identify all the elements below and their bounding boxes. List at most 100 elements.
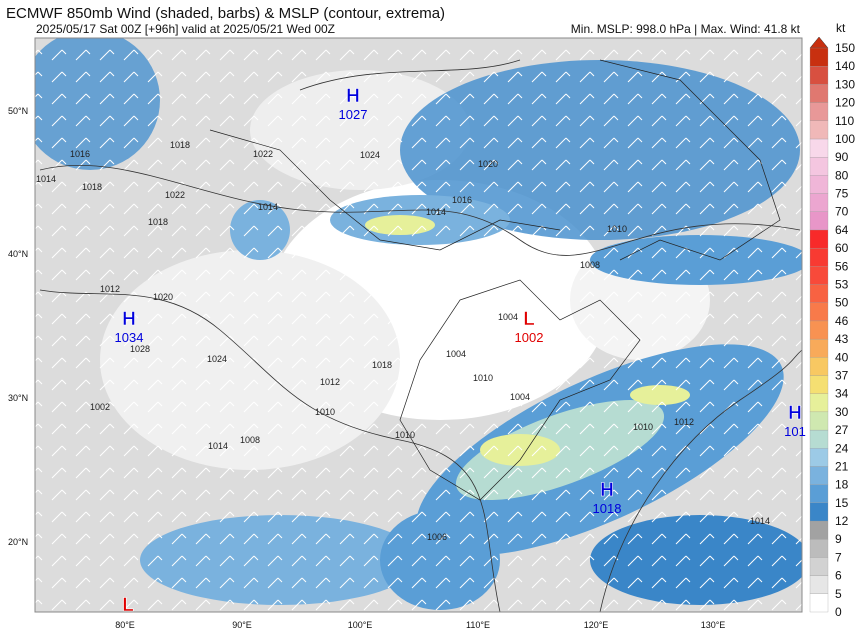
colorbar-label: 53 [835, 278, 849, 292]
colorbar-label: 80 [835, 168, 849, 182]
colorbar-label: 34 [835, 387, 849, 401]
contour-label: 1024 [360, 150, 380, 160]
colorbar-label: 60 [835, 241, 849, 255]
pressure-center-value: 1002 [515, 330, 544, 345]
colorbar-label: 56 [835, 259, 849, 273]
colorbar-label: 130 [835, 77, 855, 91]
map-subtitle: 2025/05/17 Sat 00Z [+96h] valid at 2025/… [36, 22, 335, 36]
contour-label: 1028 [130, 344, 150, 354]
colorbar-label: 120 [835, 96, 855, 110]
contour-label: 1020 [153, 292, 173, 302]
contour-label: 1002 [90, 402, 110, 412]
contour-label: 1008 [580, 260, 600, 270]
colorbar-label: 50 [835, 296, 849, 310]
colorbar-swatch [809, 520, 829, 540]
pressure-center-letter: L [122, 595, 134, 616]
isobar [39, 164, 801, 256]
lat-label: 20°N [8, 537, 28, 547]
contour-label: 1018 [148, 217, 168, 227]
colorbar-swatch [809, 357, 829, 376]
colorbar-swatch [809, 247, 829, 267]
border [599, 59, 781, 261]
lat-label: 40°N [8, 249, 28, 259]
contour-label: 1018 [372, 360, 392, 370]
lon-label: 120°E [584, 620, 609, 630]
map-frame [34, 37, 803, 613]
contour-label: 1004 [510, 392, 530, 402]
colorbar-swatch [809, 448, 829, 467]
contour-label: 1008 [240, 435, 260, 445]
contour-label: 1012 [674, 417, 694, 427]
colorbar: 0567912151821242730343740434650535660647… [809, 41, 855, 619]
lon-label: 80°E [115, 620, 135, 630]
contour-label: 1010 [607, 224, 627, 234]
colorbar-label: 37 [835, 368, 849, 382]
map-area [35, 38, 802, 612]
colorbar-label: 5 [835, 587, 842, 601]
colorbar-swatch [809, 338, 829, 358]
colorbar-label: 140 [835, 59, 855, 73]
colorbar-label: 70 [835, 205, 849, 219]
pressure-center-letter: H [122, 309, 136, 330]
border [399, 279, 641, 501]
lat-label: 30°N [8, 393, 28, 403]
contour-label: 1016 [452, 195, 472, 205]
wind-barbs [35, 38, 802, 612]
pressure-center-value: 1018 [593, 501, 622, 516]
colorbar-swatch [809, 175, 829, 194]
colorbar-swatch [809, 593, 829, 613]
colorbar-extend [809, 36, 829, 49]
colorbar-label: 6 [835, 569, 842, 583]
contour-label: 1024 [207, 354, 227, 364]
contour-label: 1014 [426, 207, 446, 217]
colorbar-label: 15 [835, 496, 849, 510]
colorbar-label: 18 [835, 478, 849, 492]
colorbar-swatch [809, 266, 829, 285]
colorbar-label: 12 [835, 514, 849, 528]
contour-label: 1020 [478, 159, 498, 169]
colorbar-swatch [809, 229, 829, 249]
colorbar-swatch [809, 47, 829, 67]
colorbar-swatch [809, 466, 829, 485]
annotations: 50°N 40°N 30°N 20°N 80°E 90°E 100°E 110°E 120°E 1… [8, 86, 806, 630]
colorbar-swatch [809, 484, 829, 503]
contour-label: 1006 [427, 532, 447, 542]
contour-label: 1010 [473, 373, 493, 383]
colorbar-label: 24 [835, 441, 849, 455]
isobar [39, 289, 501, 612]
colorbar-label: 9 [835, 532, 842, 546]
lat-label: 50°N [8, 106, 28, 116]
colorbar-label: 100 [835, 132, 855, 146]
colorbar-swatch [809, 302, 829, 322]
map-title: ECMWF 850mb Wind (shaded, barbs) & MSLP … [6, 5, 445, 22]
contour-label: 1018 [170, 140, 190, 150]
colorbar-unit: kt [836, 21, 846, 35]
colorbar-label: 75 [835, 187, 849, 201]
contour-label: 1012 [100, 284, 120, 294]
colorbar-swatch [809, 120, 829, 140]
colorbar-swatch [809, 411, 829, 431]
colorbar-label: 30 [835, 405, 849, 419]
colorbar-swatch [809, 102, 829, 121]
lon-label: 130°E [701, 620, 726, 630]
pressure-center-value: 1034 [115, 330, 144, 345]
contour-label: 1014 [750, 516, 770, 526]
colorbar-label: 27 [835, 423, 849, 437]
colorbar-swatch [809, 84, 829, 103]
colorbar-label: 150 [835, 41, 855, 55]
lon-label: 110°E [466, 620, 490, 630]
colorbar-swatch [809, 193, 829, 212]
colorbar-swatch [809, 375, 829, 394]
contour-label: 1014 [36, 174, 56, 184]
colorbar-swatch [809, 284, 829, 303]
colorbar-swatch [809, 575, 829, 594]
colorbar-label: 90 [835, 150, 849, 164]
colorbar-swatch [809, 138, 829, 158]
contour-label: 1018 [82, 182, 102, 192]
lon-label: 90°E [232, 620, 252, 630]
contour-label: 1004 [446, 349, 466, 359]
colorbar-label: 64 [835, 223, 849, 237]
contour-label: 1010 [395, 430, 415, 440]
pressure-center-letter: H [788, 403, 802, 424]
